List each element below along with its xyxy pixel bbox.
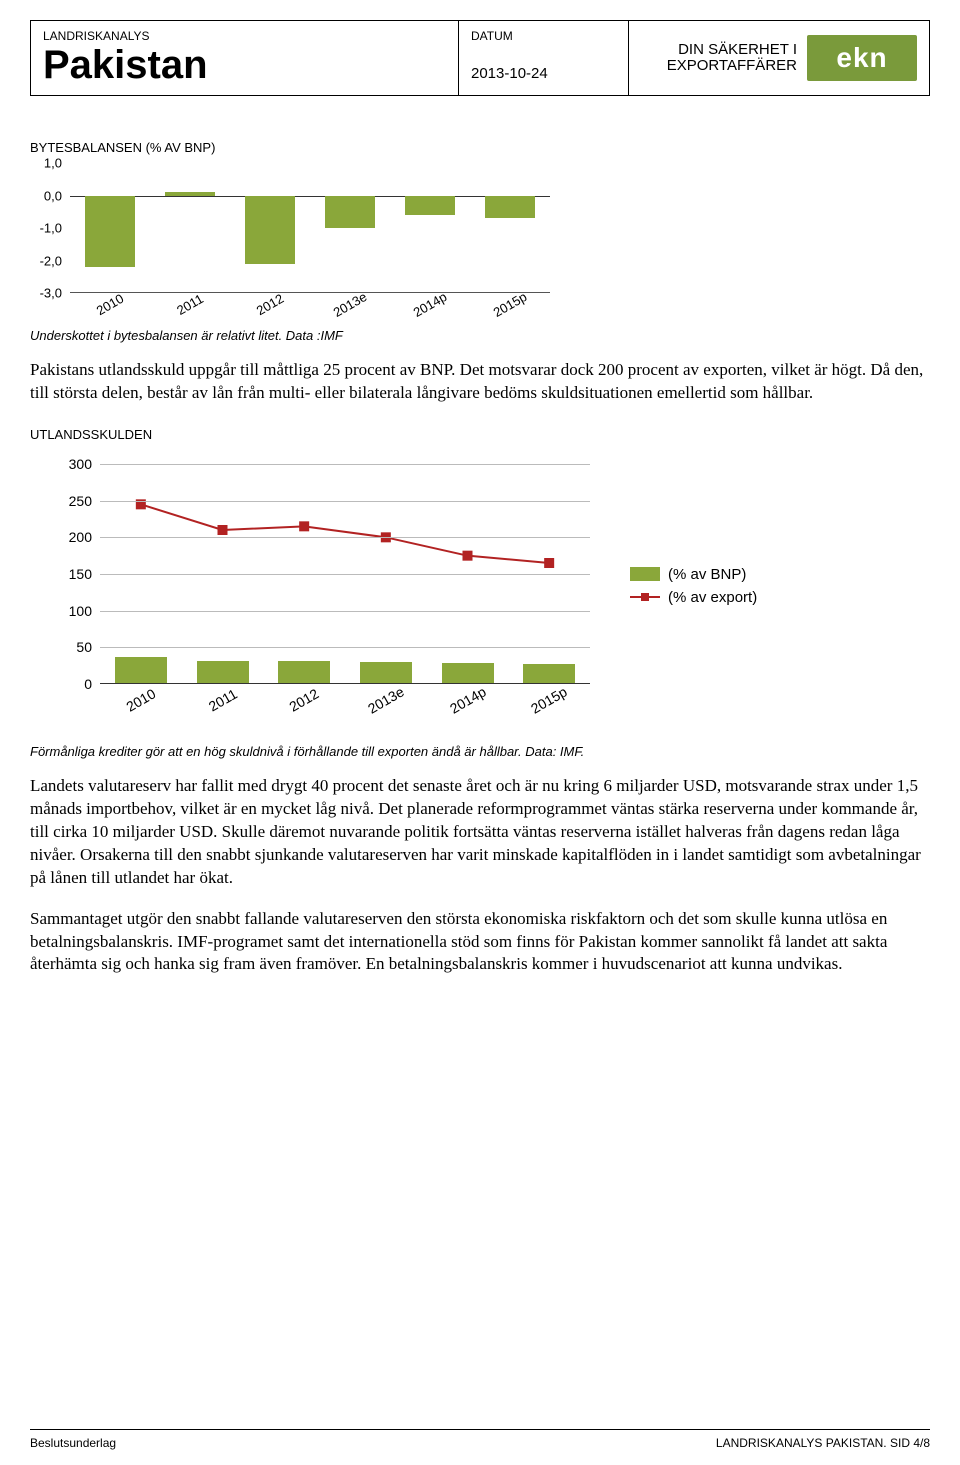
chart2-ytick: 50: [76, 639, 92, 655]
footer-left: Beslutsunderlag: [30, 1436, 116, 1450]
country-title: Pakistan: [43, 43, 446, 87]
header-date-block: DATUM 2013-10-24: [459, 21, 629, 95]
chart1-ytick: 0,0: [44, 188, 62, 203]
chart1-ytick: -1,0: [40, 221, 62, 236]
page-footer: Beslutsunderlag LANDRISKANALYS PAKISTAN.…: [30, 1429, 930, 1450]
chart1: 1,00,0-1,0-2,0-3,0 2010201120122013e2014…: [30, 163, 550, 312]
chart1-ytick: -3,0: [40, 286, 62, 301]
chart1-bar: [165, 192, 215, 195]
footer-right: LANDRISKANALYS PAKISTAN. SID 4/8: [716, 1436, 930, 1450]
doc-type-label: LANDRISKANALYS: [43, 29, 446, 43]
paragraph-1: Pakistans utlandsskuld uppgår till måttl…: [30, 359, 930, 405]
chart1-bar: [85, 196, 135, 268]
chart1-bar: [325, 196, 375, 229]
chart1-bar: [485, 196, 535, 219]
chart2-title: UTLANDSSKULDEN: [30, 427, 930, 442]
chart2-ytick: 0: [84, 676, 92, 692]
chart2-ytick: 150: [69, 566, 92, 582]
date-label: DATUM: [471, 29, 616, 43]
chart2-ytick: 300: [69, 456, 92, 472]
line-swatch-icon: [630, 596, 660, 598]
paragraph-3: Sammantaget utgör den snabbt fallande va…: [30, 908, 930, 977]
date-value: 2013-10-24: [471, 65, 616, 82]
chart2-ytick: 200: [69, 529, 92, 545]
header-logo-block: DIN SÄKERHET I EXPORTAFFÄRER ekn: [629, 21, 929, 95]
logo-tagline: DIN SÄKERHET I EXPORTAFFÄRER: [667, 42, 797, 75]
chart1-bar: [245, 196, 295, 264]
chart1-title: BYTESBALANSEN (% AV BNP): [30, 140, 930, 155]
chart1-ytick: -2,0: [40, 253, 62, 268]
chart2: 050100150200250300 2010201120122013e2014…: [30, 464, 590, 708]
bar-swatch-icon: [630, 567, 660, 581]
chart2-ytick: 250: [69, 493, 92, 509]
header-title-block: LANDRISKANALYS Pakistan: [31, 21, 459, 95]
legend-line: (% av export): [630, 589, 757, 606]
chart2-legend: (% av BNP) (% av export): [630, 560, 757, 612]
paragraph-2: Landets valutareserv har fallit med dryg…: [30, 775, 930, 890]
chart1-ytick: 1,0: [44, 156, 62, 171]
chart1-bar: [405, 196, 455, 216]
chart2-caption: Förmånliga krediter gör att en hög skuld…: [30, 744, 930, 759]
page-header: LANDRISKANALYS Pakistan DATUM 2013-10-24…: [30, 20, 930, 96]
legend-bar: (% av BNP): [630, 566, 757, 583]
chart2-ytick: 100: [69, 603, 92, 619]
chart1-caption: Underskottet i bytesbalansen är relativt…: [30, 328, 930, 343]
ekn-logo: ekn: [807, 35, 917, 81]
